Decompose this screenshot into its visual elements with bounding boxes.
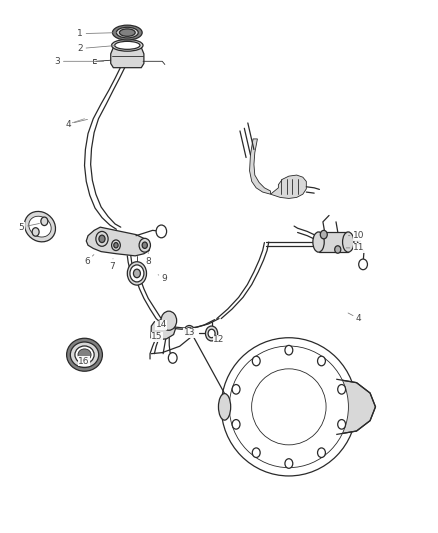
Text: 2: 2	[78, 44, 115, 53]
Circle shape	[112, 240, 120, 251]
Circle shape	[142, 242, 148, 248]
Text: 7: 7	[109, 259, 115, 271]
Text: 12: 12	[213, 335, 225, 344]
Circle shape	[338, 419, 346, 429]
Text: 3: 3	[55, 57, 103, 66]
Polygon shape	[151, 320, 175, 340]
Text: 15: 15	[151, 332, 163, 341]
Circle shape	[318, 448, 325, 457]
Ellipse shape	[115, 42, 140, 50]
Circle shape	[139, 238, 150, 252]
Text: 4: 4	[66, 119, 88, 128]
Circle shape	[127, 262, 147, 285]
Polygon shape	[271, 175, 306, 198]
Ellipse shape	[343, 232, 354, 252]
Text: 10: 10	[348, 231, 364, 240]
Ellipse shape	[29, 216, 51, 237]
Ellipse shape	[120, 29, 135, 36]
Circle shape	[320, 230, 327, 239]
Text: 1: 1	[77, 29, 117, 38]
Text: 16: 16	[78, 357, 92, 366]
Ellipse shape	[221, 338, 357, 476]
Ellipse shape	[230, 346, 348, 467]
Circle shape	[359, 259, 367, 270]
Circle shape	[130, 265, 144, 282]
Circle shape	[114, 243, 118, 248]
Ellipse shape	[219, 393, 231, 420]
Polygon shape	[86, 227, 149, 256]
Circle shape	[252, 448, 260, 457]
Text: 11: 11	[346, 244, 364, 253]
Circle shape	[168, 353, 177, 364]
Ellipse shape	[113, 25, 142, 40]
Circle shape	[99, 235, 105, 243]
Circle shape	[335, 246, 341, 253]
Text: 13: 13	[184, 328, 195, 337]
Circle shape	[208, 329, 215, 338]
Circle shape	[156, 225, 166, 238]
Ellipse shape	[75, 346, 94, 364]
Circle shape	[232, 384, 240, 394]
Ellipse shape	[71, 342, 99, 368]
Ellipse shape	[25, 212, 56, 242]
Ellipse shape	[252, 369, 326, 445]
Circle shape	[96, 231, 108, 246]
Ellipse shape	[117, 27, 138, 38]
Bar	[318, 232, 348, 252]
Circle shape	[285, 345, 293, 355]
Circle shape	[285, 459, 293, 469]
Circle shape	[338, 384, 346, 394]
Ellipse shape	[112, 39, 143, 51]
Polygon shape	[250, 139, 271, 194]
Circle shape	[134, 269, 141, 278]
Polygon shape	[111, 45, 144, 68]
Ellipse shape	[67, 338, 102, 371]
Text: 8: 8	[145, 253, 151, 265]
Text: 4: 4	[348, 313, 361, 323]
Ellipse shape	[313, 232, 324, 252]
Text: 5: 5	[19, 223, 39, 232]
Circle shape	[232, 419, 240, 429]
Text: 6: 6	[84, 255, 94, 265]
Ellipse shape	[186, 327, 192, 333]
Ellipse shape	[78, 349, 91, 361]
Circle shape	[32, 228, 39, 236]
Text: 9: 9	[158, 273, 167, 282]
Circle shape	[41, 217, 48, 225]
Circle shape	[318, 356, 325, 366]
Polygon shape	[336, 379, 375, 434]
Ellipse shape	[184, 326, 194, 335]
Circle shape	[252, 356, 260, 366]
Circle shape	[161, 311, 177, 330]
Text: 14: 14	[155, 320, 167, 329]
Circle shape	[205, 326, 218, 341]
